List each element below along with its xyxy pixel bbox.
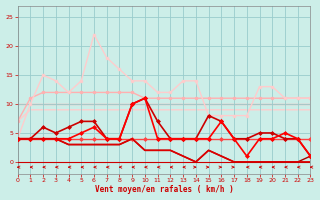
X-axis label: Vent moyen/en rafales ( km/h ): Vent moyen/en rafales ( km/h ) xyxy=(95,185,233,194)
